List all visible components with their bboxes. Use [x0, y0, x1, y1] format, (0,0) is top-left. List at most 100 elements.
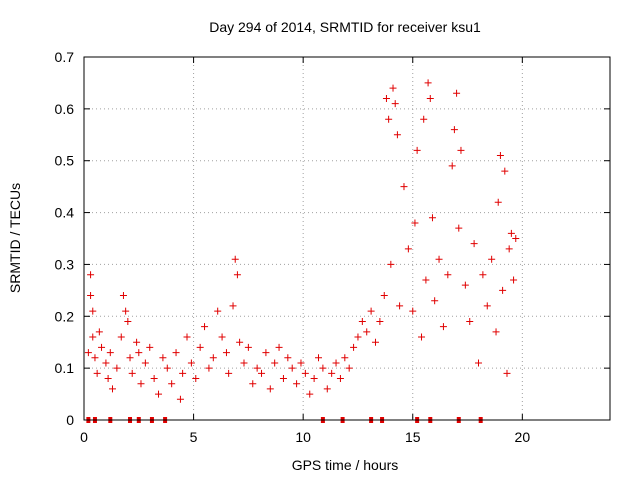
data-point	[413, 146, 421, 154]
data-point	[104, 375, 112, 383]
data-point	[411, 219, 419, 227]
data-point	[119, 292, 127, 300]
data-point	[396, 302, 404, 310]
data-point	[418, 333, 426, 341]
y-tick-label: 0.5	[55, 153, 75, 169]
data-point	[253, 364, 261, 372]
data-point	[363, 328, 371, 336]
data-point	[461, 281, 469, 289]
data-point	[453, 89, 461, 97]
data-point	[240, 359, 248, 367]
data-point	[135, 349, 143, 357]
data-point	[106, 349, 114, 357]
data-point	[271, 359, 279, 367]
data-point	[367, 307, 375, 315]
data-point	[244, 343, 252, 351]
data-point	[380, 292, 388, 300]
data-point	[444, 271, 452, 279]
data-point	[420, 115, 428, 123]
data-point	[323, 385, 331, 393]
data-point	[492, 328, 500, 336]
data-point	[488, 255, 496, 263]
data-point	[385, 115, 393, 123]
data-point	[225, 369, 233, 377]
data-point	[426, 94, 434, 102]
data-point	[501, 167, 509, 175]
data-point	[124, 317, 132, 325]
data-point	[409, 307, 417, 315]
y-axis-label: SRMTID / TECUs	[7, 183, 23, 293]
data-point	[89, 307, 97, 315]
data-point	[91, 354, 99, 362]
data-point	[332, 359, 340, 367]
data-point	[431, 297, 439, 305]
data-point	[376, 317, 384, 325]
data-point	[262, 349, 270, 357]
data-point	[137, 380, 145, 388]
y-tick-label: 0.6	[55, 101, 75, 117]
y-tick-label: 0.2	[55, 308, 75, 324]
data-point	[95, 328, 103, 336]
data-point	[192, 375, 200, 383]
data-point	[439, 323, 447, 331]
data-point	[205, 364, 213, 372]
data-point	[214, 307, 222, 315]
data-point	[391, 100, 399, 108]
x-tick-label: 0	[80, 429, 88, 445]
grid-layer	[84, 57, 610, 420]
data-point	[496, 152, 504, 160]
data-point	[183, 333, 191, 341]
data-point	[387, 260, 395, 268]
data-point	[310, 375, 318, 383]
data-point	[328, 369, 336, 377]
data-point	[288, 364, 296, 372]
data-point	[512, 235, 520, 242]
data-point	[117, 333, 125, 341]
data-point	[448, 162, 456, 170]
data-point	[494, 198, 502, 206]
y-tick-label: 0.1	[55, 360, 75, 376]
data-point	[389, 84, 397, 92]
data-point	[306, 390, 314, 398]
data-point	[187, 359, 195, 367]
x-tick-label: 10	[295, 429, 311, 445]
data-point	[172, 349, 180, 357]
data-point	[435, 255, 443, 263]
data-point	[222, 349, 230, 357]
data-point	[466, 317, 474, 325]
tick-layer: 0 0.1 0.2 0.3 0.4 0.5 0.6 0.7 0 5 10 15 20	[55, 49, 610, 445]
data-point	[428, 214, 436, 222]
data-point	[229, 302, 237, 310]
data-point	[382, 94, 390, 102]
data-point	[122, 307, 130, 315]
data-point	[87, 271, 95, 279]
plot-frame	[83, 56, 611, 421]
y-tick-label: 0	[66, 412, 74, 428]
data-point	[196, 343, 204, 351]
data-point	[87, 292, 95, 300]
data-point	[163, 364, 171, 372]
data-point	[176, 395, 184, 403]
data-point	[168, 380, 176, 388]
data-point	[475, 359, 482, 367]
data-point	[102, 359, 110, 367]
data-point	[393, 131, 401, 139]
x-axis-label: GPS time / hours	[292, 457, 399, 473]
data-point	[315, 354, 323, 362]
data-point	[284, 354, 292, 362]
data-point	[201, 323, 209, 331]
y-tick-label: 0.4	[55, 205, 75, 221]
x-tick-label: 15	[405, 429, 421, 445]
data-point	[279, 375, 287, 383]
data-point	[483, 302, 491, 310]
data-point	[266, 385, 274, 393]
data-point	[301, 369, 309, 377]
data-point	[505, 245, 513, 253]
data-point	[209, 354, 217, 362]
data-point	[319, 364, 327, 372]
data-point	[218, 333, 226, 341]
data-point	[470, 240, 478, 248]
data-point	[293, 380, 301, 388]
data-point	[424, 79, 432, 87]
